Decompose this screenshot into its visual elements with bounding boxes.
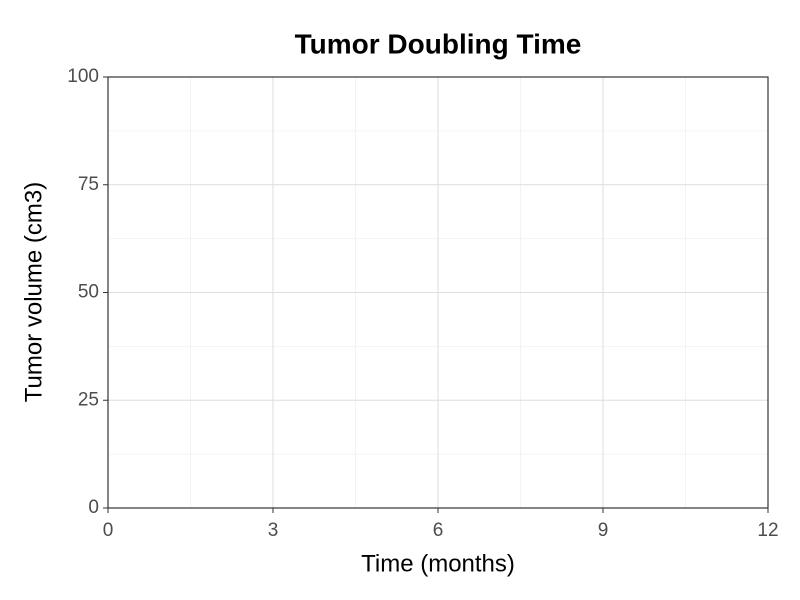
y-axis-label: Tumor volume (cm3) xyxy=(20,182,47,402)
x-tick-label: 12 xyxy=(757,520,778,541)
y-tick-label: 25 xyxy=(78,389,99,410)
x-tick-label: 9 xyxy=(598,520,609,541)
chart-title: Tumor Doubling Time xyxy=(295,28,582,59)
x-tick-label: 3 xyxy=(268,520,279,541)
y-tick-label: 75 xyxy=(78,174,99,195)
panel-border xyxy=(107,76,769,509)
x-axis-label: Time (months) xyxy=(361,550,515,577)
y-tick-label: 0 xyxy=(88,497,99,518)
y-tick-label: 100 xyxy=(67,66,99,87)
x-tick-label: 0 xyxy=(103,520,114,541)
x-tick-label: 6 xyxy=(433,520,444,541)
y-tick-label: 50 xyxy=(78,282,99,303)
